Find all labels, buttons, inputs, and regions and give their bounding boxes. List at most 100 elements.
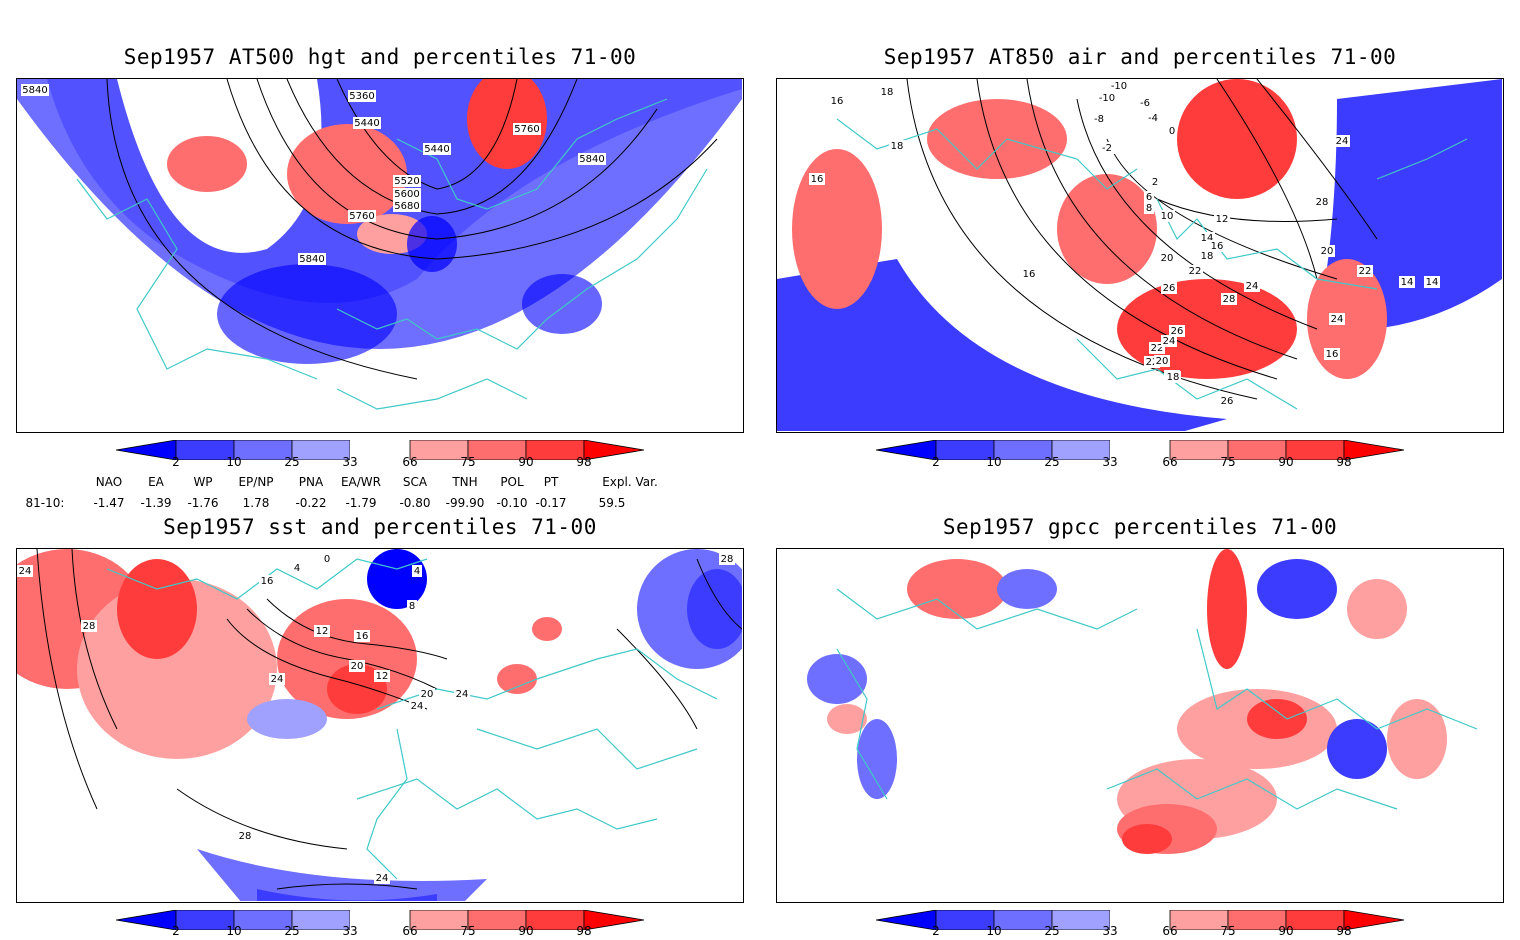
cb-label: 25 <box>284 924 300 938</box>
svg-text:10: 10 <box>1161 211 1174 222</box>
panel-title-sst: Sep1957 sst and percentiles 71-00 <box>163 515 597 539</box>
svg-text:4: 4 <box>414 566 420 577</box>
svg-text:22: 22 <box>1359 266 1372 277</box>
contour-label: 24 <box>1161 335 1177 347</box>
contour-label: 5840 <box>21 84 49 96</box>
index-header: PT <box>543 475 559 489</box>
cb-label: 66 <box>1162 455 1178 469</box>
contour-label: 5680 <box>393 200 421 212</box>
svg-text:20: 20 <box>351 661 364 672</box>
cb-label: 25 <box>284 455 300 469</box>
svg-text:24: 24 <box>376 873 389 884</box>
svg-text:5840: 5840 <box>579 154 604 165</box>
panel-title-air850: Sep1957 AT850 air and percentiles 71-00 <box>883 45 1397 69</box>
svg-text:24: 24 <box>411 701 424 712</box>
contour-label: 24 <box>17 565 33 577</box>
contour-label: 12 <box>374 670 390 682</box>
svg-text:0: 0 <box>1169 126 1175 137</box>
colorbar-hgt500-labels: 2 10 25 33 66 75 90 98 <box>116 455 646 471</box>
index-row-label: 81-10: <box>25 496 65 510</box>
contour-label: 20 <box>1154 355 1170 367</box>
svg-text:2: 2 <box>1152 177 1158 188</box>
index-value: -1.39 <box>140 496 172 510</box>
svg-text:12: 12 <box>316 626 329 637</box>
svg-text:24: 24 <box>1163 336 1176 347</box>
svg-text:26: 26 <box>1163 283 1176 294</box>
svg-text:24: 24 <box>1336 136 1349 147</box>
cb-label: 33 <box>1102 455 1118 469</box>
svg-text:14: 14 <box>1426 277 1439 288</box>
index-value: -1.76 <box>187 496 219 510</box>
contour-label: -6 <box>1137 97 1153 109</box>
contour-label: 4 <box>412 565 422 577</box>
svg-text:18: 18 <box>1167 372 1180 383</box>
svg-text:28: 28 <box>239 831 252 842</box>
map-hgt500: 5840 5360 5440 5760 5440 5520 5600 5680 5760 5840… <box>16 78 744 433</box>
cb-label: 90 <box>1278 455 1294 469</box>
cb-label: 66 <box>1162 924 1178 938</box>
svg-text:4: 4 <box>294 563 300 574</box>
svg-text:20: 20 <box>421 689 434 700</box>
cb-label: 75 <box>460 455 476 469</box>
colorbar-hgt500 <box>116 440 645 460</box>
colorbar-gpcc <box>876 910 1405 930</box>
index-value: -0.22 <box>295 496 327 510</box>
contour-label: 28 <box>719 553 735 565</box>
contour-label: 12 <box>1214 213 1230 225</box>
contour-label: 6 <box>1144 191 1154 203</box>
svg-text:-4: -4 <box>1148 113 1158 124</box>
svg-text:24: 24 <box>271 674 284 685</box>
contour-label: 22 <box>1357 265 1373 277</box>
contour-label: 24 <box>1334 135 1350 147</box>
cb-label: 90 <box>1278 924 1294 938</box>
contour-label: 22 <box>1187 265 1203 277</box>
map-gpcc-svg <box>777 549 1502 854</box>
index-header: PNA <box>298 475 324 489</box>
colorbar-sst-labels: 2 10 25 33 66 75 90 98 <box>116 924 646 940</box>
colorbar-air850-labels: 2 10 25 33 66 75 90 98 <box>876 455 1406 471</box>
contour-label: 5760 <box>513 123 541 135</box>
contour-label: 26 <box>1169 325 1185 337</box>
map-sst: 24 28 16 0 4 4 8 12 16 20 24 20 24 12 24 28 28 24 <box>16 548 744 903</box>
contour-label: 2 <box>1150 176 1160 188</box>
index-header: NAO <box>95 475 123 489</box>
svg-text:22: 22 <box>1189 266 1202 277</box>
cb-label: 98 <box>576 455 592 469</box>
svg-text:5520: 5520 <box>394 176 419 187</box>
svg-text:5600: 5600 <box>394 189 419 200</box>
svg-text:5840: 5840 <box>22 85 47 96</box>
contour-label: 24 <box>374 872 390 884</box>
colorbar-gpcc-labels: 2 10 25 33 66 75 90 98 <box>876 924 1406 940</box>
cb-label: 25 <box>1044 455 1060 469</box>
svg-text:16: 16 <box>1023 269 1036 280</box>
contour-label: 16 <box>354 630 370 642</box>
contour-label: 5360 <box>348 90 376 102</box>
svg-text:18: 18 <box>1201 251 1214 262</box>
contour-label: 5840 <box>298 253 326 265</box>
contour-label: 8 <box>1144 202 1154 214</box>
contour-label: -10 <box>1108 80 1130 92</box>
cb-label: 75 <box>1220 455 1236 469</box>
svg-text:28: 28 <box>1223 294 1236 305</box>
index-header: POL <box>500 475 524 489</box>
contour-label: 16 <box>1209 240 1225 252</box>
contour-label: 18 <box>1199 250 1215 262</box>
contour-label: 10 <box>1159 210 1175 222</box>
svg-text:14: 14 <box>1201 233 1214 244</box>
contour-label: 5760 <box>348 210 376 222</box>
teleconnection-indices: NAO EA WP EP/NP PNA EA/WR SCA TNH POL PT… <box>0 475 700 515</box>
contour-label: 20 <box>419 688 435 700</box>
svg-text:-2: -2 <box>1102 143 1112 154</box>
contour-label: 20 <box>1319 245 1335 257</box>
svg-text:20: 20 <box>1161 253 1174 264</box>
svg-text:26: 26 <box>1171 326 1184 337</box>
contour-label: 20 <box>349 660 365 672</box>
svg-text:8: 8 <box>409 601 415 612</box>
contour-label: 14 <box>1399 276 1415 288</box>
index-header: EP/NP <box>238 475 274 489</box>
colorbar-sst <box>116 910 645 930</box>
contour-label: 28 <box>81 620 97 632</box>
svg-text:16: 16 <box>1211 241 1224 252</box>
contour-label: 28 <box>1221 293 1237 305</box>
